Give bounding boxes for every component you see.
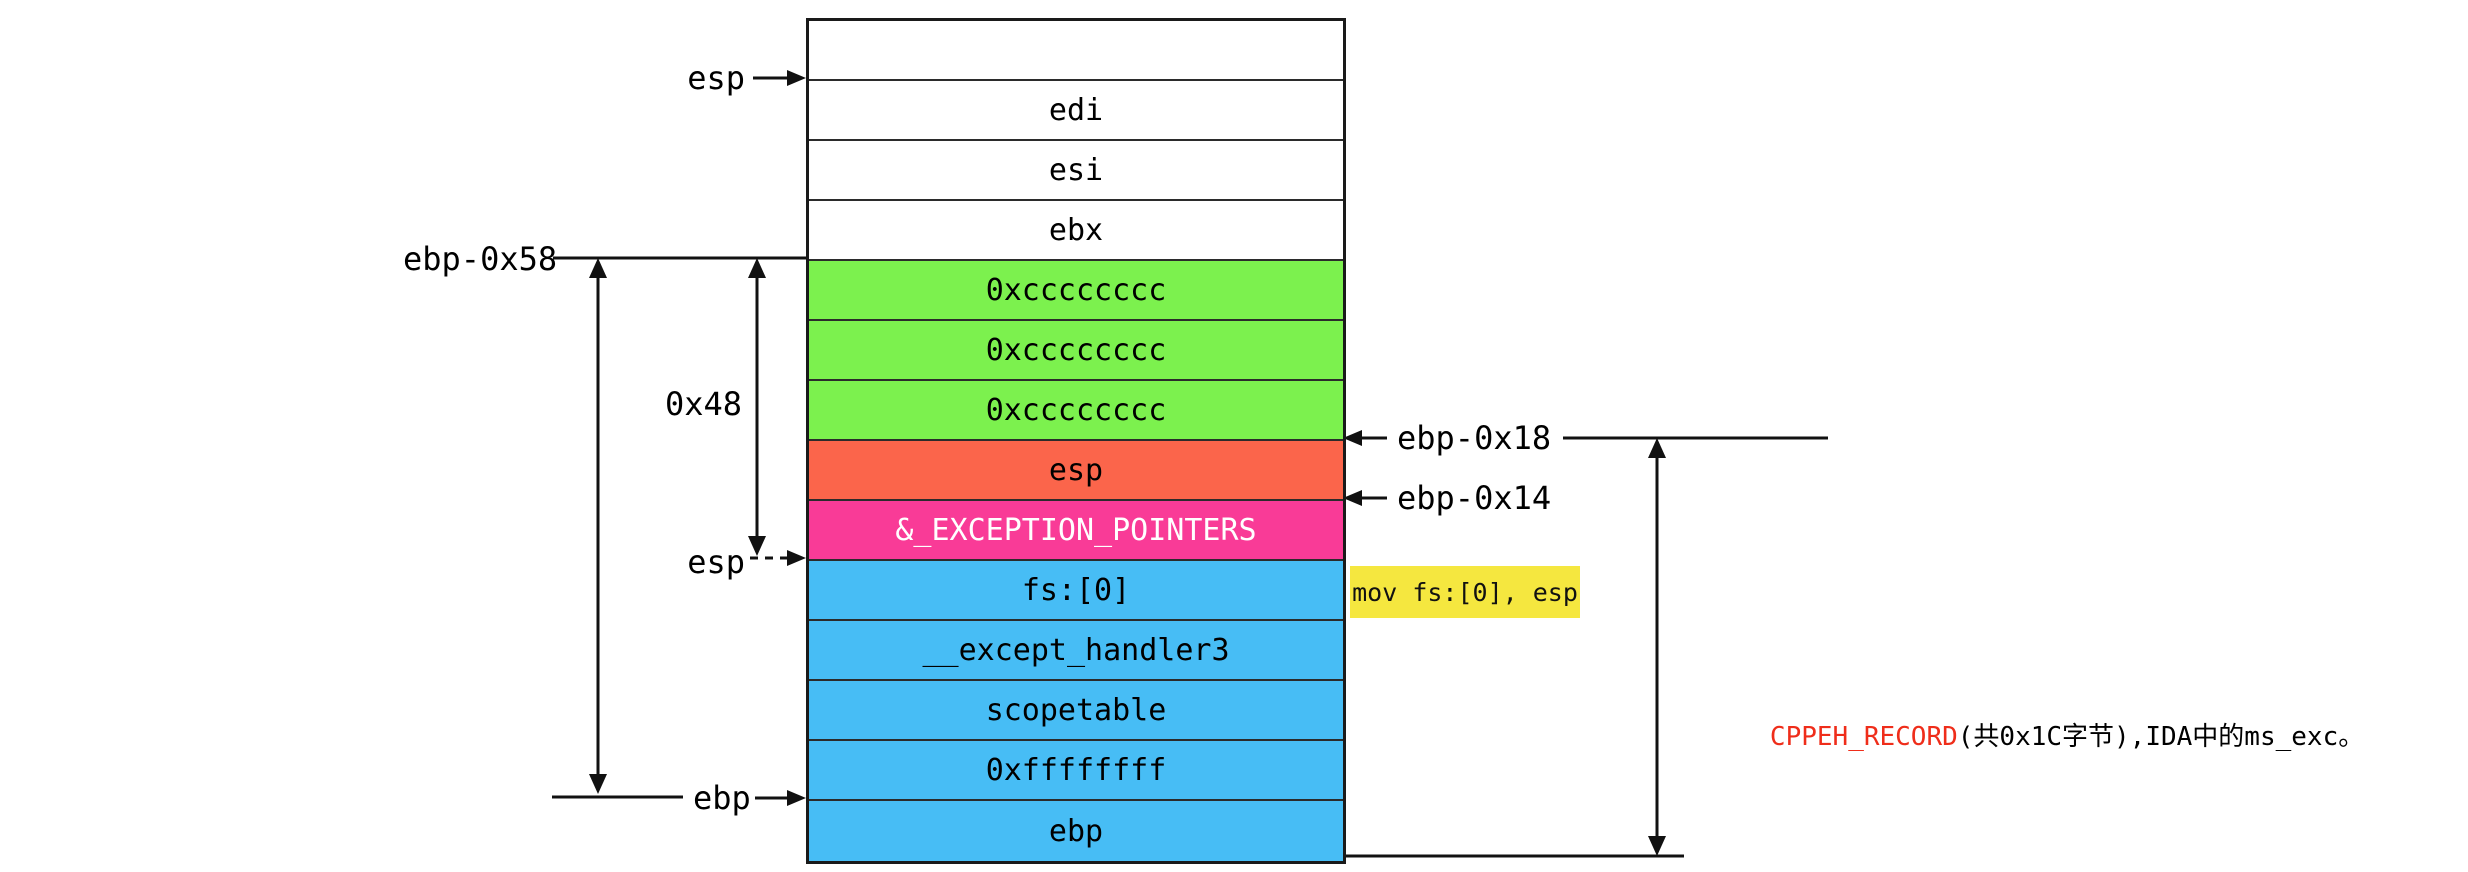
stack-cell-saved-ebp: ebp bbox=[809, 801, 1343, 861]
locals-span-double-arrow-icon bbox=[589, 258, 607, 794]
cppeh-record-note: CPPEH_RECORD(共0x1C字节),IDA中的ms_exc。 CPPEH… bbox=[1676, 604, 2364, 872]
ebp-0x14-label: ebp-0x14 bbox=[1397, 479, 1552, 517]
esp-top-arrow-icon bbox=[753, 70, 806, 86]
stack-cell-scopetable: scopetable bbox=[809, 681, 1343, 741]
ebp-0x58-label: ebp-0x58 bbox=[403, 240, 558, 278]
ebp-0x18-label: ebp-0x18 bbox=[1397, 419, 1552, 457]
ebp-bottom-label: ebp bbox=[693, 779, 751, 817]
cppeh-note-title-suffix: (共0x1C字节),IDA中的ms_exc。 bbox=[1957, 722, 2365, 752]
cppeh-note-title-red: CPPEH_RECORD bbox=[1769, 722, 1958, 752]
stack-cell-empty bbox=[809, 21, 1343, 81]
mov-instruction-highlight: mov fs:[0], esp bbox=[1350, 566, 1580, 618]
cppeh-note-title: CPPEH_RECORD(共0x1C字节),IDA中的ms_exc。 bbox=[1676, 680, 2364, 794]
esp-dashed-label: esp bbox=[687, 543, 745, 581]
stack-cell-ebx: ebx bbox=[809, 201, 1343, 261]
size-0x48-label: 0x48 bbox=[664, 385, 742, 423]
stack-cell-fs0: fs:[0] bbox=[809, 561, 1343, 621]
stack-cell-except-handler3: __except_handler3 bbox=[809, 621, 1343, 681]
esp-dashed-arrow-icon bbox=[750, 550, 806, 566]
stack-cell-esi: esi bbox=[809, 141, 1343, 201]
stack-cell-0xffffffff: 0xffffffff bbox=[809, 741, 1343, 801]
size-0x48-double-arrow-icon bbox=[748, 258, 766, 556]
stack-cell-uninit-1: 0xcccccccc bbox=[809, 261, 1343, 321]
ebp-bottom-arrow-icon bbox=[755, 790, 806, 806]
stack-cell-uninit-2: 0xcccccccc bbox=[809, 321, 1343, 381]
stack-cell-exception-pointers: &_EXCEPTION_POINTERS bbox=[809, 501, 1343, 561]
ebp-0x14-arrow-icon bbox=[1343, 490, 1387, 506]
cppeh-span-double-arrow-icon bbox=[1648, 438, 1666, 856]
stack-cell-uninit-3: 0xcccccccc bbox=[809, 381, 1343, 441]
stack-memory-table: edi esi ebx 0xcccccccc 0xcccccccc 0xcccc… bbox=[806, 18, 1346, 864]
ebp-0x18-arrow-icon bbox=[1343, 430, 1387, 446]
stack-cell-old-esp: esp bbox=[809, 441, 1343, 501]
esp-top-label: esp bbox=[687, 59, 745, 97]
stack-cell-edi: edi bbox=[809, 81, 1343, 141]
